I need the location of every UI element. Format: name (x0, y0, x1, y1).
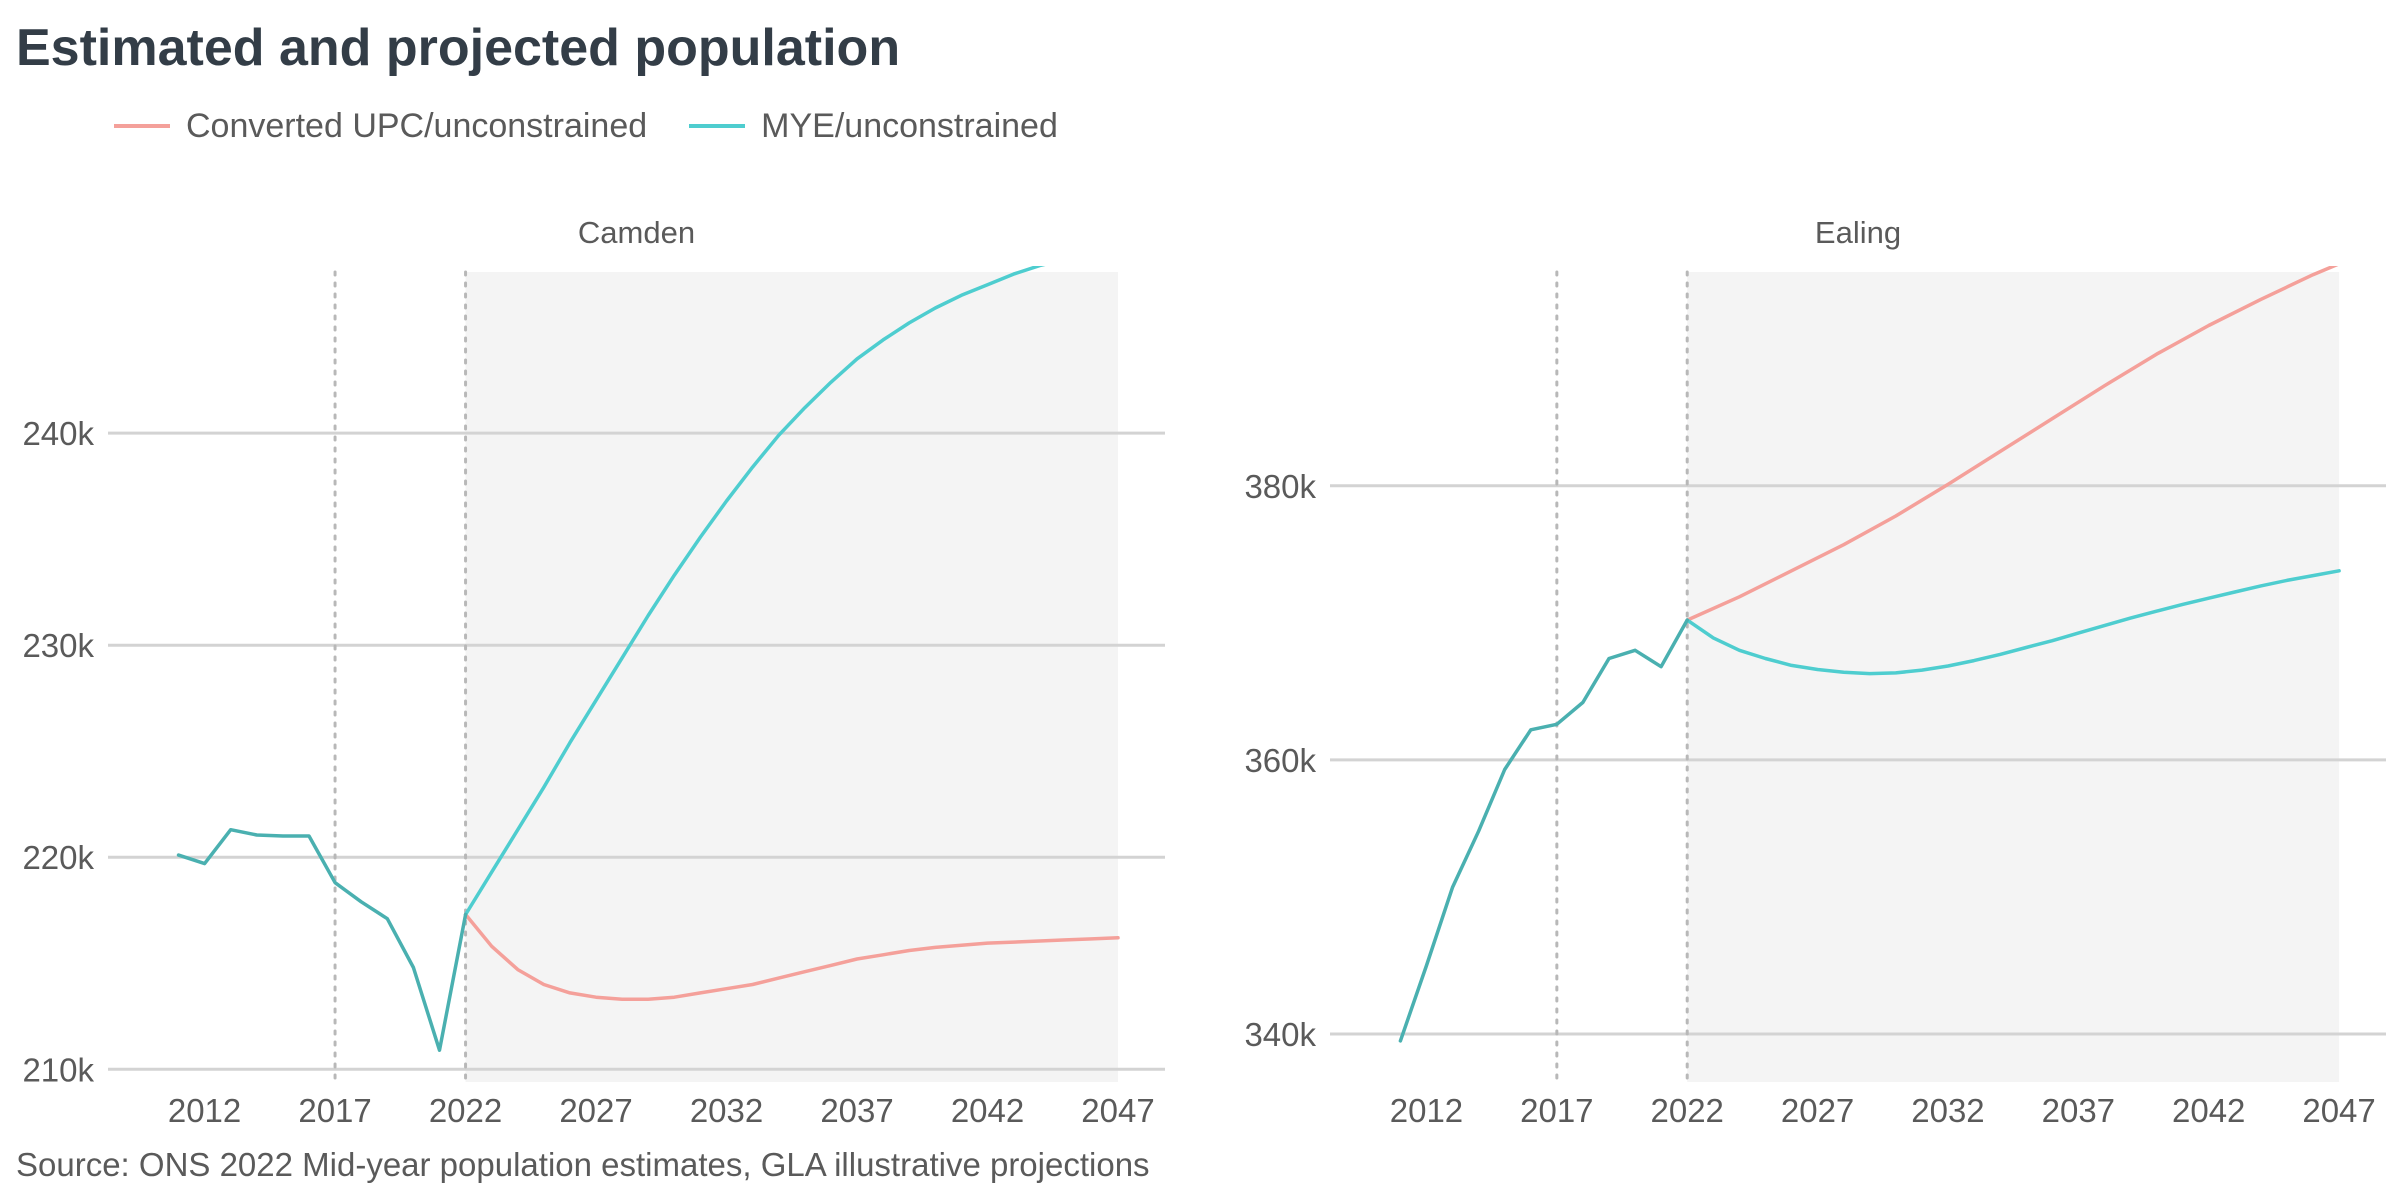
camden-y-tick-label: 230k (22, 627, 94, 664)
ealing-x-tick-label: 2022 (1651, 1092, 1724, 1129)
panel-camden: 210k 220k 230k 240k 2012 2017 2022 2027 2032 2037… (22, 215, 1165, 1129)
camden-x-tick-label: 2037 (820, 1092, 893, 1129)
camden-x-tick-label: 2017 (298, 1092, 371, 1129)
chart-title: Estimated and projected population (16, 19, 901, 77)
camden-x-tick-label: 2032 (690, 1092, 763, 1129)
ealing-y-tick-label: 360k (1244, 742, 1316, 779)
camden-series-converted-upc-unconstrained-line (463, 912, 1120, 1002)
camden-x-tick-label: 2022 (429, 1092, 502, 1129)
ealing-series-mye-unconstrained-line (1685, 569, 2341, 676)
camden-x-tick-label: 2042 (951, 1092, 1024, 1129)
ealing-x-tick-label: 2037 (2042, 1092, 2115, 1129)
ealing-series-converted-upc-unconstrained-line (1685, 266, 2339, 622)
panel-ealing: 340k 360k 380k 2012 2017 2022 2027 2032 2037 2042… (1244, 215, 2386, 1129)
camden-series-estimate-line (176, 827, 468, 1052)
camden-y-tick-label: 220k (22, 839, 94, 876)
ealing-x-tick-label: 2027 (1781, 1092, 1854, 1129)
legend-swatch-mye (689, 124, 746, 128)
camden-x-tick-label: 2027 (559, 1092, 632, 1129)
camden-panel-title: Camden (578, 215, 695, 250)
ealing-projection-band (1687, 272, 2340, 1082)
legend: Converted UPC/unconstrained MYE/unconstr… (114, 104, 1100, 148)
source-note: Source: ONS 2022 Mid-year population est… (16, 1146, 1150, 1183)
legend-item-converted-upc: Converted UPC/unconstrained (114, 107, 647, 146)
ealing-panel-title: Ealing (1815, 215, 1901, 250)
camden-x-tick-label: 2047 (1081, 1092, 1154, 1129)
camden-y-tick-label: 240k (22, 415, 94, 452)
ealing-y-tick-label: 380k (1244, 468, 1316, 505)
camden-x-tick-label: 2012 (168, 1092, 241, 1129)
legend-label-mye: MYE/unconstrained (761, 106, 1058, 145)
ealing-x-tick-label: 2032 (1911, 1092, 1984, 1129)
camden-series-mye-unconstrained-line (463, 266, 1046, 917)
ealing-y-tick-label: 340k (1244, 1016, 1316, 1053)
legend-swatch-converted-upc (114, 124, 170, 128)
legend-label-converted-upc: Converted UPC/unconstrained (186, 106, 648, 145)
ealing-series-estimate-line (1398, 618, 1689, 1043)
ealing-x-tick-label: 2042 (2172, 1092, 2245, 1129)
ealing-x-tick-label: 2047 (2302, 1092, 2375, 1129)
camden-y-tick-label: 210k (22, 1051, 94, 1088)
legend-item-mye: MYE/unconstrained (689, 107, 1058, 146)
ealing-x-tick-label: 2017 (1520, 1092, 1593, 1129)
ealing-x-tick-label: 2012 (1390, 1092, 1463, 1129)
camden-projection-band (465, 272, 1119, 1082)
